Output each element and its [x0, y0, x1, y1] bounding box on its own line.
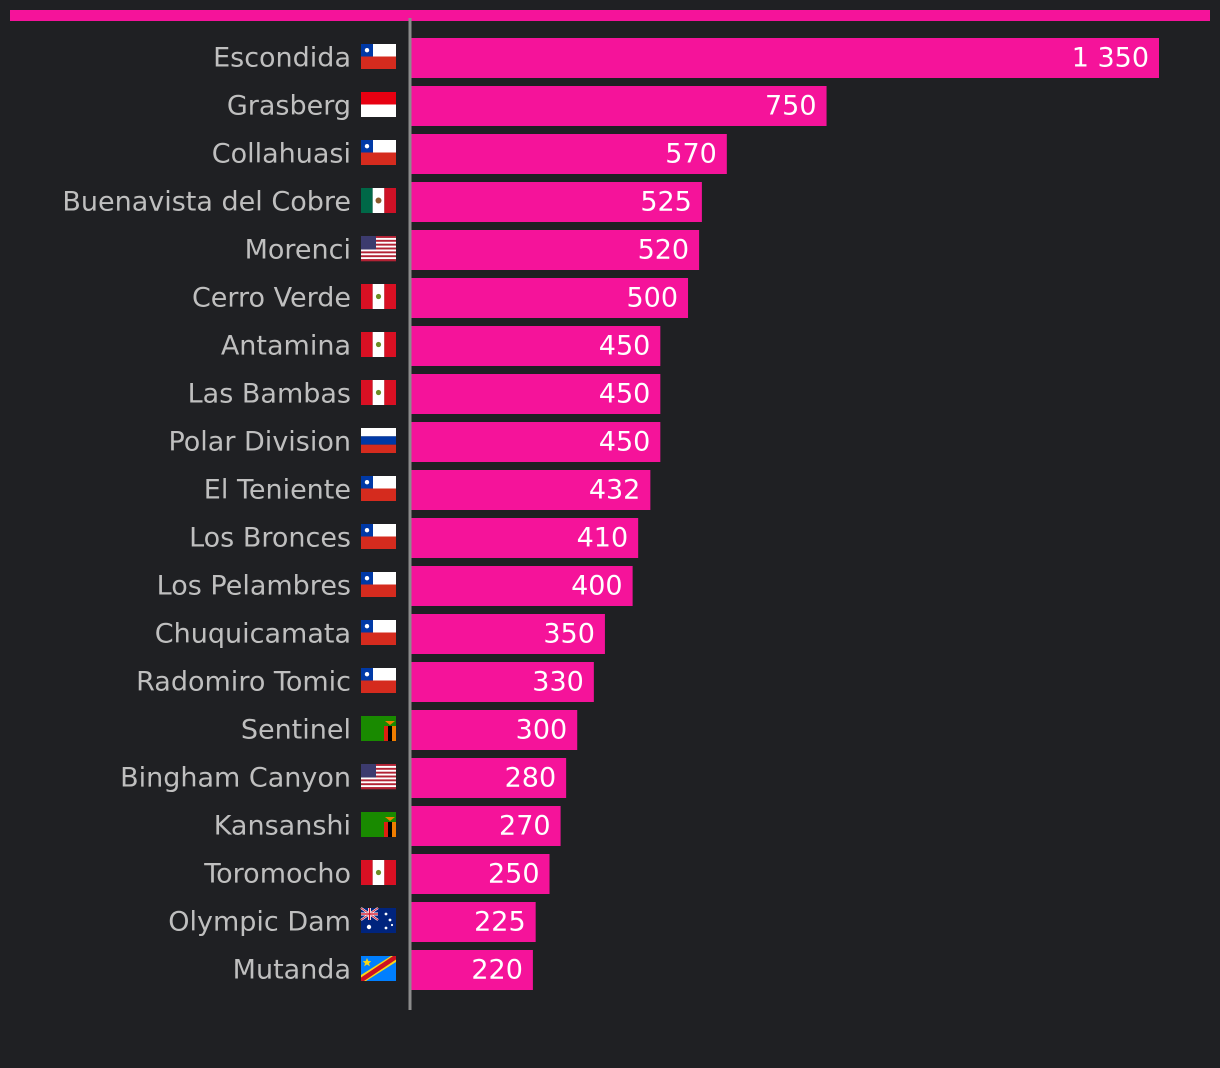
bar-value-label: 330	[532, 667, 584, 698]
bar-value-label: 450	[599, 379, 651, 410]
category-label: Radomiro Tomic	[136, 667, 351, 698]
bar	[411, 902, 536, 942]
bar	[411, 422, 661, 462]
bar	[411, 566, 633, 606]
category-label: Los Pelambres	[157, 571, 351, 602]
bar	[411, 614, 605, 654]
bar-value-label: 750	[765, 91, 817, 122]
bar-value-label: 570	[665, 139, 717, 170]
bar	[411, 374, 661, 414]
chile-flag-icon	[361, 572, 396, 597]
top-accent-bar	[10, 10, 1210, 21]
bar	[411, 854, 550, 894]
usa-flag-icon	[361, 236, 396, 262]
bars-group: 1 350 Escondida 750 Grasberg 570 Collahuasi 52…	[62, 38, 1159, 990]
bar-value-label: 525	[640, 187, 692, 218]
bar-value-label: 350	[543, 619, 595, 650]
bar-value-label: 270	[499, 811, 551, 842]
bar	[411, 326, 661, 366]
bar	[411, 662, 594, 702]
category-label: Morenci	[245, 235, 351, 266]
bar-value-label: 225	[474, 907, 526, 938]
category-label: Bingham Canyon	[120, 763, 351, 794]
bar	[411, 86, 827, 126]
bar	[411, 518, 639, 558]
bar-value-label: 400	[571, 571, 623, 602]
bar-value-label: 300	[516, 715, 568, 746]
chile-flag-icon	[361, 524, 396, 549]
peru-flag-icon	[361, 332, 396, 357]
category-label: Mutanda	[233, 955, 351, 986]
chile-flag-icon	[361, 140, 396, 165]
category-label: Cerro Verde	[192, 283, 351, 314]
category-label: El Teniente	[204, 475, 351, 506]
category-label: Collahuasi	[212, 139, 351, 170]
category-label: Antamina	[221, 331, 351, 362]
bar-value-label: 520	[638, 235, 690, 266]
category-label: Olympic Dam	[168, 907, 351, 938]
australia-flag-icon	[360, 907, 396, 933]
bar-value-label: 280	[505, 763, 557, 794]
bar	[411, 950, 533, 990]
chile-flag-icon	[361, 620, 396, 645]
category-label: Polar Division	[168, 427, 351, 458]
category-label: Chuquicamata	[155, 619, 351, 650]
bar-value-label: 250	[488, 859, 540, 890]
bar-value-label: 450	[599, 331, 651, 362]
russia-flag-icon	[361, 428, 396, 453]
bar	[411, 758, 567, 798]
bar	[411, 134, 727, 174]
zambia-flag-icon	[361, 812, 396, 837]
drc-flag-icon	[361, 956, 396, 981]
bar-value-label: 500	[626, 283, 678, 314]
bar-value-label: 432	[589, 475, 641, 506]
category-label: Las Bambas	[188, 379, 351, 410]
bar-value-label: 410	[577, 523, 629, 554]
peru-flag-icon	[361, 284, 396, 309]
bar-value-label: 1 350	[1072, 43, 1149, 74]
chile-flag-icon	[361, 44, 396, 69]
bar	[411, 182, 702, 222]
category-label: Sentinel	[241, 715, 351, 746]
usa-flag-icon	[361, 764, 396, 790]
bar	[411, 230, 700, 270]
zambia-flag-icon	[361, 716, 396, 741]
bar	[411, 278, 689, 318]
peru-flag-icon	[361, 860, 396, 885]
category-label: Toromocho	[203, 859, 351, 890]
chile-flag-icon	[361, 668, 396, 693]
category-label: Buenavista del Cobre	[62, 187, 351, 218]
mexico-flag-icon	[361, 188, 396, 213]
bar	[411, 38, 1159, 78]
bar-value-label: 450	[599, 427, 651, 458]
bar	[411, 806, 561, 846]
category-label: Escondida	[213, 43, 351, 74]
category-label: Kansanshi	[214, 811, 351, 842]
category-label: Los Bronces	[189, 523, 351, 554]
indonesia-flag-icon	[361, 92, 396, 117]
bar	[411, 470, 651, 510]
chile-flag-icon	[361, 476, 396, 501]
category-label: Grasberg	[227, 91, 351, 122]
peru-flag-icon	[361, 380, 396, 405]
bar-value-label: 220	[471, 955, 523, 986]
bar	[411, 710, 578, 750]
